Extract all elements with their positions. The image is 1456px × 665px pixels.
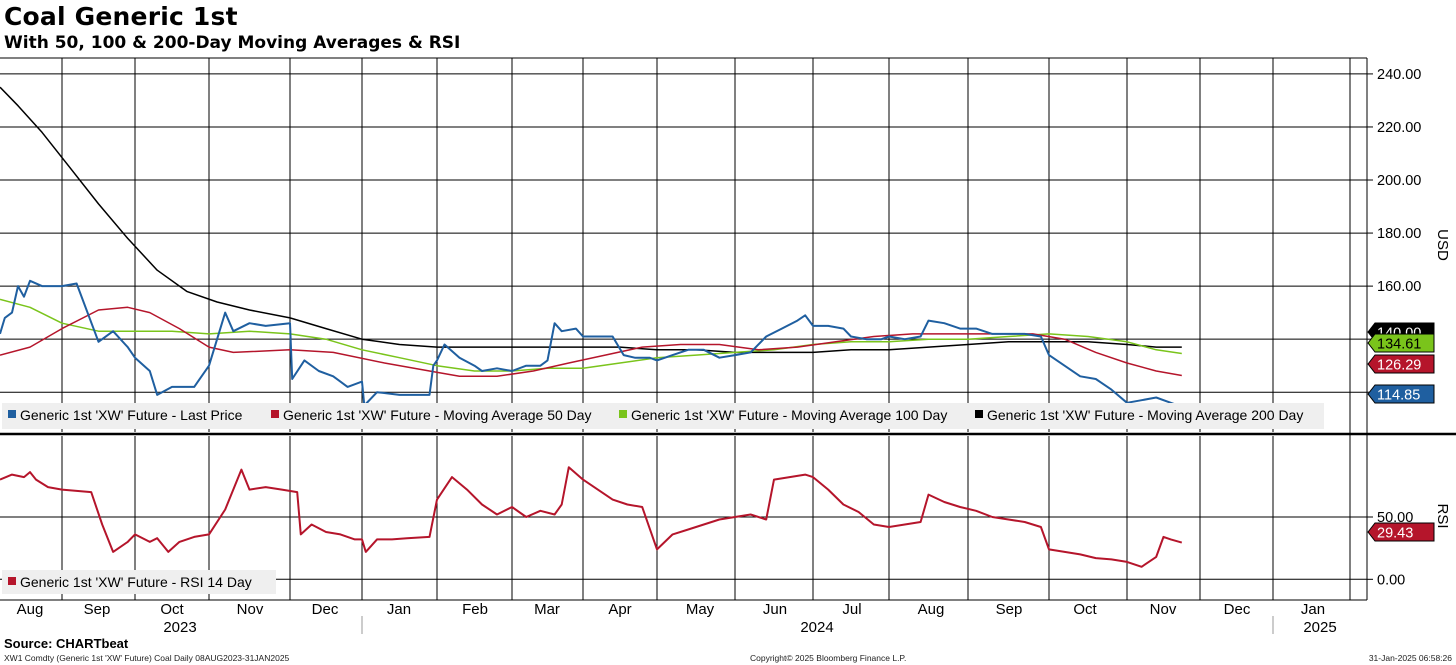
x-month-label: May [686, 601, 715, 618]
footer-timestamp: 31-Jan-2025 06:58:26 [1368, 653, 1452, 663]
x-month-label: Nov [237, 601, 264, 618]
last-value-tag-rsi [1367, 522, 1435, 542]
x-month-label: Apr [608, 601, 631, 618]
price-tick-label: 200.00 [1377, 173, 1421, 189]
chart-subtitle: With 50, 100 & 200-Day Moving Averages &… [4, 33, 461, 53]
rsi-legend [2, 570, 276, 594]
x-month-label: Dec [312, 601, 339, 618]
last-value-tag-price-text: 114.85 [1377, 388, 1420, 404]
legend-swatch-rsi [8, 577, 16, 585]
x-month-label: Oct [160, 601, 184, 618]
price-axis-label: USD [1434, 229, 1451, 261]
legend-label-rsi: Generic 1st 'XW' Future - RSI 14 Day [20, 574, 252, 590]
source-note: Source: CHARTbeat [4, 636, 129, 651]
rsi-tick-label: 0.00 [1377, 572, 1405, 588]
last-value-tag-ma50 [1367, 354, 1435, 374]
legend-label-ma50: Generic 1st 'XW' Future - Moving Average… [283, 407, 592, 423]
footer-copyright: Copyright© 2025 Bloomberg Finance L.P. [750, 653, 907, 663]
x-month-label: Nov [1150, 601, 1177, 618]
rsi-tick-label: 50.00 [1377, 510, 1413, 526]
x-month-label: Jan [387, 601, 411, 618]
x-year-label: 2023 [163, 619, 196, 636]
legend-swatch-ma100 [619, 410, 627, 418]
x-month-label: Aug [17, 601, 44, 618]
rsi-axis-label: RSI [1434, 503, 1451, 528]
x-month-label: Sep [996, 601, 1023, 618]
last-value-tag-rsi-text: 29.43 [1377, 526, 1413, 542]
x-month-label: Oct [1073, 601, 1097, 618]
chart-title: Coal Generic 1st [4, 2, 238, 31]
x-month-label: Dec [1224, 601, 1251, 618]
last-value-tag-ma50-text: 126.29 [1377, 358, 1421, 374]
price-tick-label: 220.00 [1377, 120, 1421, 136]
series-line-rsi [0, 466, 1183, 568]
last-value-tag-price [1367, 384, 1435, 404]
legend-swatch-ma200 [975, 410, 983, 418]
legend-label-ma100: Generic 1st 'XW' Future - Moving Average… [631, 407, 947, 423]
x-month-label: Mar [534, 601, 560, 618]
x-year-label: 2025 [1303, 619, 1336, 636]
x-month-label: Feb [462, 601, 488, 618]
price-tick-label: 180.00 [1377, 226, 1421, 242]
price-tick-label: 160.00 [1377, 279, 1421, 295]
x-month-label: Jan [1301, 601, 1325, 618]
last-value-tag-ma100-text: 134.61 [1377, 337, 1421, 353]
legend-label-price: Generic 1st 'XW' Future - Last Price [20, 407, 243, 423]
x-month-label: Jul [842, 601, 861, 618]
footer-ticker-description: XW1 Comdty (Generic 1st 'XW' Future) Coa… [4, 653, 290, 663]
series-line-ma100 [0, 298, 1182, 372]
series-line-ma200 [0, 86, 1182, 354]
x-month-label: Sep [84, 601, 111, 618]
series-line-price [0, 279, 1182, 407]
x-year-label: 2024 [800, 619, 833, 636]
last-value-tag-ma100 [1367, 333, 1435, 353]
x-month-label: Aug [918, 601, 945, 618]
legend-swatch-ma50 [271, 410, 279, 418]
legend-swatch-price [8, 410, 16, 418]
price-legend [2, 403, 1324, 429]
x-month-label: Jun [763, 601, 787, 618]
price-tick-label: 240.00 [1377, 67, 1421, 83]
legend-label-ma200: Generic 1st 'XW' Future - Moving Average… [987, 407, 1303, 423]
